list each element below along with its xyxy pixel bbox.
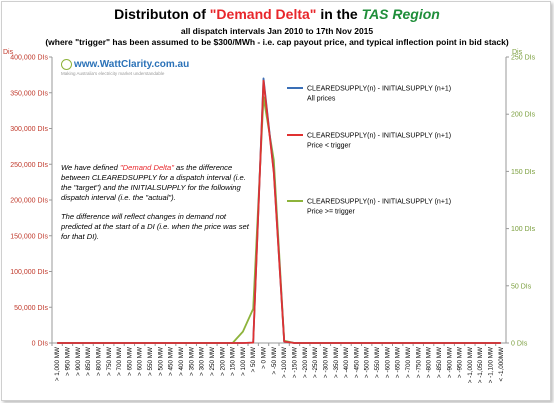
legend-label-2: Price >= trigger <box>307 209 356 216</box>
chart-title: Distributon of "Demand Delta" in the TAS… <box>114 6 440 22</box>
legend-label-1: Price < trigger <box>307 143 351 150</box>
right-tick-label: 200 DIs <box>511 112 536 119</box>
wattclarity-logo: www.WattClarity.com.au Making Australia'… <box>61 59 190 77</box>
x-tick-label: > -1,100 MW <box>488 347 495 383</box>
legend-label-2: CLEAREDSUPPLY(n) - INITIALSUPPLY (n+1) <box>307 199 451 206</box>
x-tick-label: > 300 MW <box>199 347 206 376</box>
left-tick-label: 250,000 DIs <box>10 162 48 169</box>
x-tick-label: > 450 MW <box>168 347 175 376</box>
series-line-0 <box>57 77 501 344</box>
x-tick-label: > 500 MW <box>157 347 164 376</box>
x-tick-label: > -1,050 MW <box>477 347 484 383</box>
x-tick-label: > -300 MW <box>322 347 329 378</box>
right-tick-label: 0 DIs <box>511 341 528 348</box>
x-tick-label: > -800 MW <box>426 347 433 378</box>
x-tick-label: > 250 MW <box>209 347 216 376</box>
right-tick-label: 250 DIs <box>511 55 536 62</box>
x-tick-label: > -750 MW <box>415 347 422 378</box>
left-tick-label: 0 DIs <box>32 341 49 348</box>
x-tick-label: > 700 MW <box>116 347 123 376</box>
x-tick-label: > 350 MW <box>188 347 195 376</box>
x-tick-label: > -900 MW <box>446 347 453 378</box>
left-tick-label: 200,000 DIs <box>10 198 48 205</box>
legend-label-0: CLEAREDSUPPLY(n) - INITIALSUPPLY (n+1) <box>307 86 451 93</box>
series-line-1 <box>57 79 501 344</box>
x-tick-label: > -450 MW <box>353 347 360 378</box>
x-tick-label: > -700 MW <box>405 347 412 378</box>
chart-subtitle-2: (where "trigger" has been assumed to be … <box>45 37 509 47</box>
x-tick-label: > 400 MW <box>178 347 185 376</box>
left-tick-label: 150,000 DIs <box>10 233 48 240</box>
x-tick-label: > -500 MW <box>364 347 371 378</box>
x-tick-label: > -650 MW <box>395 347 402 378</box>
x-tick-label: > -950 MW <box>457 347 464 378</box>
x-tick-label: > -200 MW <box>302 347 309 378</box>
x-tick-label: > 850 MW <box>85 347 92 376</box>
left-tick-label: 350,000 DIs <box>10 90 48 97</box>
x-tick-label: > 600 MW <box>137 347 144 376</box>
x-tick-label: > -100 MW <box>281 347 288 378</box>
x-tick-label: > 1,000 MW <box>54 347 61 381</box>
x-tick-label: > -50 MW <box>271 347 278 375</box>
right-axis-title: Dis <box>512 49 523 56</box>
x-tick-label: > 50 MW <box>250 347 257 372</box>
legend-label-1: CLEAREDSUPPLY(n) - INITIALSUPPLY (n+1) <box>307 133 451 140</box>
chart-subtitle-1: all dispatch intervals Jan 2010 to 17th … <box>180 26 374 36</box>
x-tick-label: > -400 MW <box>343 347 350 378</box>
x-tick-label: > 200 MW <box>219 347 226 376</box>
x-tick-label: > -250 MW <box>312 347 319 378</box>
left-tick-label: 50,000 DIs <box>14 305 48 312</box>
right-tick-label: 100 DIs <box>511 226 536 233</box>
x-tick-label: > 100 MW <box>240 347 247 376</box>
x-tick-label: > 900 MW <box>75 347 82 376</box>
left-axis-title: Dis <box>3 49 14 56</box>
right-tick-label: 50 DIs <box>511 283 532 290</box>
left-tick-label: 300,000 DIs <box>10 126 48 133</box>
x-tick-label: > -850 MW <box>436 347 443 378</box>
logo-icon <box>61 59 72 70</box>
x-tick-label: > -600 MW <box>384 347 391 378</box>
legend-label-0: All prices <box>307 96 336 103</box>
x-tick-label: > 650 MW <box>126 347 133 376</box>
left-tick-label: 400,000 DIs <box>10 55 48 62</box>
x-tick-label: > 950 MW <box>64 347 71 376</box>
x-tick-label: > 750 MW <box>106 347 113 376</box>
x-tick-label: > -1,000 MW <box>467 347 474 383</box>
x-tick-label: > -350 MW <box>333 347 340 378</box>
x-tick-label: > 550 MW <box>147 347 154 376</box>
x-tick-label: > 800 MW <box>95 347 102 376</box>
definition-note: We have defined "Demand Delta" as the di… <box>61 163 249 241</box>
x-tick-label: < -1,000MW <box>498 347 505 382</box>
x-tick-label: > 150 MW <box>230 347 237 376</box>
x-tick-label: > -150 MW <box>291 347 298 378</box>
x-tick-label: > 0 MW <box>261 347 268 369</box>
x-tick-label: > -550 MW <box>374 347 381 378</box>
right-tick-label: 150 DIs <box>511 169 536 176</box>
left-tick-label: 100,000 DIs <box>10 269 48 276</box>
